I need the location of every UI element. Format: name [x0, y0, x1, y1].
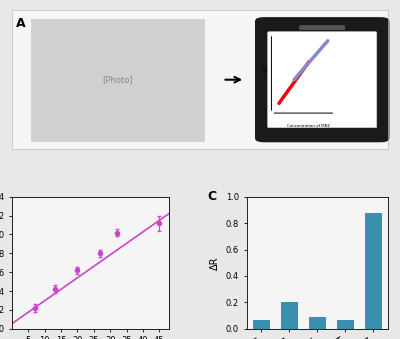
Bar: [365, 213, 382, 329]
Y-axis label: ΔR: ΔR: [210, 256, 220, 270]
Text: C: C: [207, 190, 216, 203]
FancyBboxPatch shape: [31, 19, 204, 141]
Bar: [309, 317, 326, 329]
Text: G/R: G/R: [263, 64, 268, 73]
FancyBboxPatch shape: [268, 32, 377, 128]
Bar: [253, 320, 270, 329]
FancyBboxPatch shape: [256, 19, 388, 141]
Text: Concentration of MNZ: Concentration of MNZ: [288, 124, 331, 128]
Text: A: A: [16, 17, 25, 30]
Bar: [281, 302, 298, 329]
Bar: [337, 320, 354, 329]
Text: [Photo]: [Photo]: [102, 75, 132, 84]
FancyBboxPatch shape: [300, 25, 345, 29]
